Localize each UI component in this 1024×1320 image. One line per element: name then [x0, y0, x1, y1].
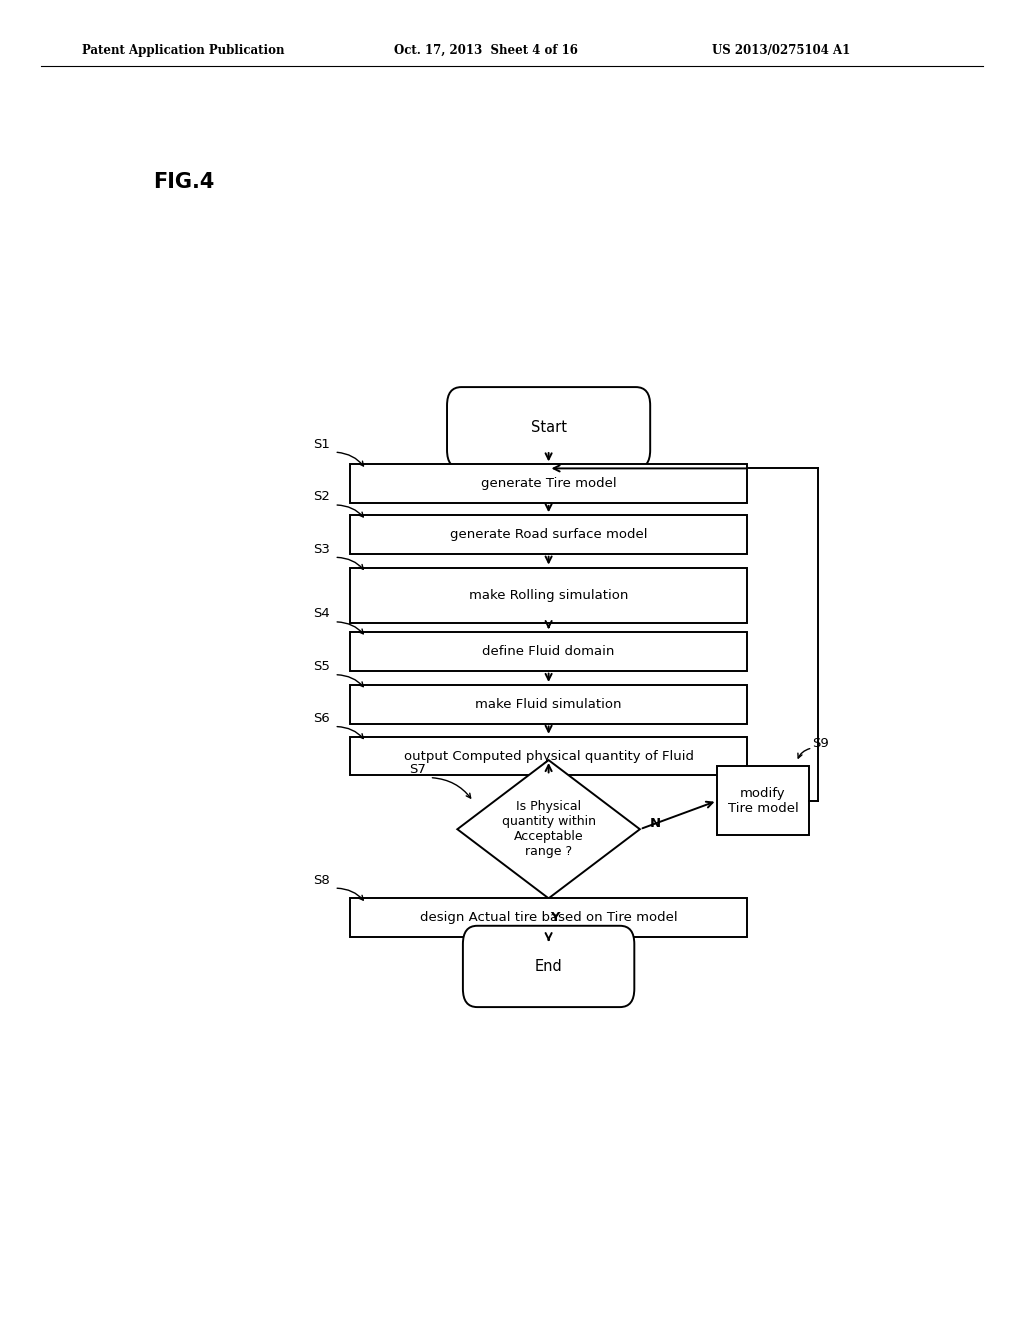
Text: S9: S9 [812, 738, 829, 750]
Text: S3: S3 [313, 543, 331, 556]
Text: S7: S7 [409, 763, 426, 776]
Bar [350, 632, 748, 671]
Polygon shape [458, 760, 640, 899]
Text: make Fluid simulation: make Fluid simulation [475, 698, 622, 710]
Text: US 2013/0275104 A1: US 2013/0275104 A1 [712, 44, 850, 57]
Text: design Actual tire based on Tire model: design Actual tire based on Tire model [420, 911, 678, 924]
Text: modify
Tire model: modify Tire model [727, 787, 799, 814]
FancyBboxPatch shape [447, 387, 650, 469]
Text: Is Physical
quantity within
Acceptable
range ?: Is Physical quantity within Acceptable r… [502, 800, 596, 858]
Text: S4: S4 [313, 607, 331, 620]
Text: output Computed physical quantity of Fluid: output Computed physical quantity of Flu… [403, 750, 693, 763]
Text: generate Road surface model: generate Road surface model [450, 528, 647, 541]
Text: FIG.4: FIG.4 [154, 172, 215, 191]
Text: End: End [535, 958, 562, 974]
FancyBboxPatch shape [463, 925, 634, 1007]
Bar [717, 766, 809, 836]
Text: N: N [649, 817, 660, 830]
Text: S8: S8 [313, 874, 331, 887]
Text: S2: S2 [313, 490, 331, 503]
Bar [350, 899, 748, 937]
Text: generate Tire model: generate Tire model [481, 477, 616, 490]
Bar [350, 515, 748, 554]
Text: Y: Y [550, 911, 560, 924]
Text: define Fluid domain: define Fluid domain [482, 645, 614, 657]
Bar [350, 685, 748, 723]
Bar [350, 465, 748, 503]
Text: S5: S5 [313, 660, 331, 673]
Text: Patent Application Publication: Patent Application Publication [82, 44, 285, 57]
Bar [350, 568, 748, 623]
Text: Start: Start [530, 420, 566, 436]
Bar [350, 737, 748, 775]
Text: S1: S1 [313, 437, 331, 450]
Text: make Rolling simulation: make Rolling simulation [469, 589, 629, 602]
Text: Oct. 17, 2013  Sheet 4 of 16: Oct. 17, 2013 Sheet 4 of 16 [394, 44, 579, 57]
Text: S6: S6 [313, 711, 331, 725]
